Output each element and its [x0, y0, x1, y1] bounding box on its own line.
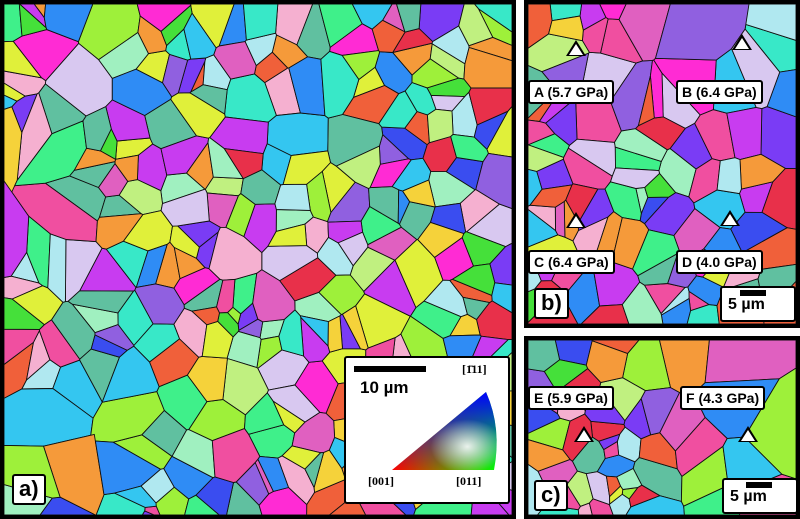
grain: [18, 4, 48, 37]
panel-label-b: b): [534, 288, 569, 319]
ebsd-map-panel-c: E (5.9 GPa) F (4.3 GPa) c) 5 µm: [524, 336, 800, 519]
grain: [101, 345, 160, 403]
grain: [267, 223, 308, 247]
grain: [160, 4, 193, 47]
ipf-label-top: [1̄11]: [462, 362, 487, 376]
grain: [183, 12, 217, 60]
grain: [113, 485, 157, 508]
ebsd-map-panel-a: a) 10 µm [1̄11]: [0, 0, 516, 519]
ipf-label-011: [011]: [456, 474, 482, 488]
grain: [637, 75, 655, 127]
grain: [320, 50, 360, 119]
grain: [140, 468, 175, 504]
grain: [189, 84, 228, 115]
grain: [397, 189, 411, 225]
grain: [528, 439, 571, 472]
scale-box-c: 5 µm: [722, 478, 796, 514]
indent-label-b: B (6.4 GPa): [676, 80, 763, 104]
grain: [111, 68, 173, 117]
grain: [341, 305, 369, 351]
grain: [67, 290, 135, 314]
indent-label-d: D (4.0 GPa): [676, 250, 763, 274]
grain: [396, 4, 422, 33]
grain: [491, 282, 512, 314]
grain: [281, 445, 322, 470]
grain: [82, 105, 112, 152]
grain: [223, 148, 264, 180]
grain: [371, 19, 406, 53]
grain: [47, 233, 67, 303]
grain: [4, 180, 30, 278]
grain: [337, 231, 369, 267]
grain: [242, 4, 279, 41]
indent-label-f: F (4.3 GPa): [680, 386, 766, 410]
grain: [528, 144, 565, 172]
grain: [327, 315, 343, 353]
grain: [716, 157, 742, 195]
grain: [160, 188, 210, 227]
ipf-label-001: [001]: [368, 474, 394, 488]
grain: [272, 399, 306, 434]
legend-box: 10 µm [1̄11] [001] [011: [344, 356, 510, 504]
grain: [134, 283, 185, 325]
grain: [369, 158, 412, 189]
grain: [554, 200, 566, 238]
grain: [599, 4, 627, 20]
grain: [548, 15, 584, 42]
grain: [213, 41, 257, 80]
scale-label-a: 10 µm: [360, 378, 409, 397]
scale-label-b: 5 µm: [728, 296, 765, 313]
grain: [278, 309, 305, 357]
grain: [528, 340, 561, 372]
grain: [4, 94, 18, 110]
grain: [190, 306, 220, 326]
grain: [122, 210, 173, 252]
grain: [609, 485, 624, 505]
grain: [739, 153, 787, 190]
indent-label-a: A (5.7 GPa): [528, 80, 615, 104]
grain: [4, 4, 23, 43]
grain: [335, 145, 381, 190]
grain: [201, 320, 234, 359]
grain: [211, 428, 261, 483]
ebsd-map-panel-b: A (5.7 GPa) B (6.4 GPa) C (6.4 GPa) D (4…: [524, 0, 800, 328]
grain: [4, 82, 26, 102]
grain: [621, 281, 664, 324]
grain: [97, 162, 129, 198]
scale-label-c: 5 µm: [730, 488, 767, 505]
grain: [603, 440, 620, 460]
scale-bar-b: [740, 290, 766, 296]
scale-bar-a: [354, 366, 426, 372]
grain: [173, 246, 206, 280]
grain: [468, 36, 512, 62]
panel-label-a: a): [12, 474, 46, 505]
ipf-triangle: [392, 392, 497, 470]
grain: [609, 167, 660, 189]
grain: [628, 484, 661, 508]
indent-label-c: C (6.4 GPa): [528, 250, 615, 274]
grain: [216, 278, 236, 314]
grain: [95, 213, 144, 250]
grain: [463, 46, 512, 89]
grain: [450, 133, 489, 163]
panel-label-c: c): [534, 480, 568, 511]
grain: [417, 221, 465, 258]
grain: [704, 340, 796, 384]
indent-label-e: E (5.9 GPa): [528, 386, 614, 410]
grain: [585, 340, 629, 383]
grain: [13, 120, 87, 187]
grain: [4, 40, 43, 79]
scale-box-b: 5 µm: [720, 286, 796, 322]
grain: [141, 409, 188, 457]
grain: [462, 296, 491, 321]
grain: [274, 183, 311, 211]
scale-bar-c: [746, 482, 772, 488]
